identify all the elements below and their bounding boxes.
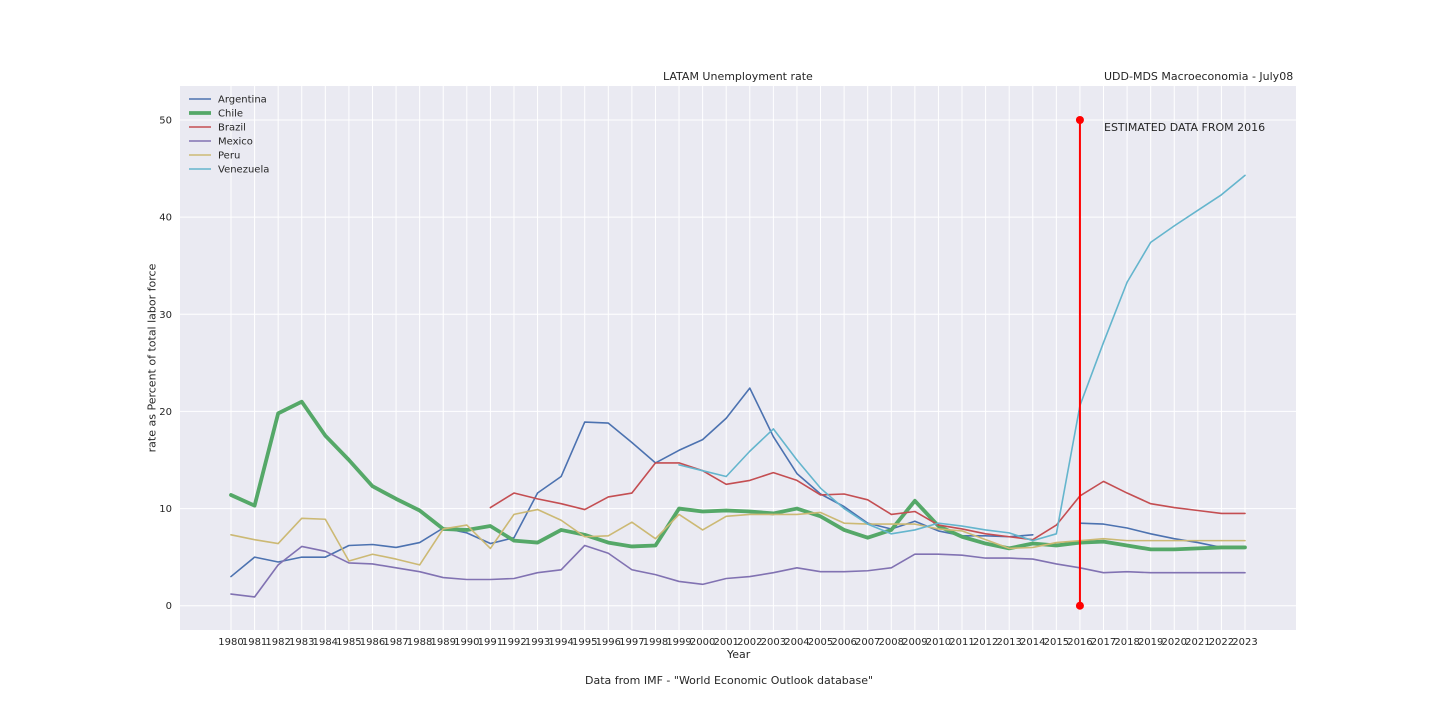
legend-label-brazil: Brazil bbox=[218, 123, 246, 134]
x-tick-label-1981: 1981 bbox=[242, 637, 267, 648]
x-tick-label-2008: 2008 bbox=[879, 637, 904, 648]
x-tick-label-1982: 1982 bbox=[265, 637, 290, 648]
x-tick-label-2006: 2006 bbox=[831, 637, 856, 648]
x-tick-label-2020: 2020 bbox=[1162, 637, 1187, 648]
series-line-chile bbox=[229, 399, 1247, 552]
x-tick-label-1997: 1997 bbox=[619, 637, 644, 648]
x-tick-label-1980: 1980 bbox=[218, 637, 243, 648]
legend: Argentina Chile Brazil Mexico Peru Venezuela bbox=[189, 95, 269, 176]
x-tick-label-2023: 2023 bbox=[1232, 637, 1257, 648]
x-tick-label-1993: 1993 bbox=[525, 637, 550, 648]
marker-top-point bbox=[1075, 116, 1084, 124]
series-line-brazil bbox=[489, 462, 1246, 541]
x-tick-label-1995: 1995 bbox=[572, 637, 597, 648]
x-tick-label-2001: 2001 bbox=[713, 637, 738, 648]
y-tick-label-30: 30 bbox=[159, 310, 172, 321]
chart-title: LATAM Unemployment rate bbox=[663, 70, 813, 83]
marker-bottom-point bbox=[1075, 601, 1084, 610]
x-tick-label-1986: 1986 bbox=[360, 637, 385, 648]
legend-label-argentina: Argentina bbox=[218, 95, 267, 106]
x-tick-label-2014: 2014 bbox=[1020, 637, 1045, 648]
x-tick-label-1991: 1991 bbox=[478, 637, 503, 648]
x-tick-label-2004: 2004 bbox=[784, 637, 809, 648]
x-tick-label-2007: 2007 bbox=[855, 637, 880, 648]
x-tick-label-2012: 2012 bbox=[973, 637, 998, 648]
y-tick-label-0: 0 bbox=[166, 601, 172, 612]
x-tick-label-2009: 2009 bbox=[902, 637, 927, 648]
estimated-data-annotation: ESTIMATED DATA FROM 2016 bbox=[1104, 121, 1266, 134]
series-lines bbox=[229, 174, 1247, 598]
x-tick-label-1990: 1990 bbox=[454, 637, 479, 648]
x-tick-label-2022: 2022 bbox=[1209, 637, 1234, 648]
y-tick-label-40: 40 bbox=[159, 213, 172, 224]
x-tick-label-1987: 1987 bbox=[383, 637, 408, 648]
x-tick-label-1985: 1985 bbox=[336, 637, 361, 648]
x-tick-label-2003: 2003 bbox=[761, 637, 786, 648]
y-tick-label-50: 50 bbox=[159, 116, 172, 127]
x-tick-label-2015: 2015 bbox=[1044, 637, 1069, 648]
x-tick-label-1992: 1992 bbox=[501, 637, 526, 648]
x-tick-label-2010: 2010 bbox=[926, 637, 951, 648]
x-tick-label-1996: 1996 bbox=[596, 637, 621, 648]
y-axis-ticks: 0 10 20 30 40 50 bbox=[159, 116, 172, 613]
legend-label-venezuela: Venezuela bbox=[218, 165, 269, 176]
x-tick-label-1988: 1988 bbox=[407, 637, 432, 648]
plot-area bbox=[180, 86, 1296, 630]
footer-source: Data from IMF - "World Economic Outlook … bbox=[585, 674, 874, 687]
y-axis-label: rate as Percent of total labor force bbox=[145, 263, 159, 453]
legend-label-peru: Peru bbox=[218, 151, 240, 162]
series-line-peru bbox=[230, 508, 1246, 566]
x-tick-label-2018: 2018 bbox=[1114, 637, 1139, 648]
x-tick-label-2019: 2019 bbox=[1138, 637, 1163, 648]
x-tick-label-1983: 1983 bbox=[289, 637, 314, 648]
x-tick-label-2017: 2017 bbox=[1091, 637, 1116, 648]
x-tick-label-2016: 2016 bbox=[1067, 637, 1092, 648]
x-tick-label-1998: 1998 bbox=[643, 637, 668, 648]
y-tick-label-10: 10 bbox=[159, 504, 172, 515]
x-tick-label-2021: 2021 bbox=[1185, 637, 1210, 648]
x-tick-label-2005: 2005 bbox=[808, 637, 833, 648]
x-tick-label-2013: 2013 bbox=[996, 637, 1021, 648]
legend-label-mexico: Mexico bbox=[218, 137, 253, 148]
chart-subtitle-right: UDD-MDS Macroeconomia - July08 bbox=[1104, 70, 1294, 83]
y-tick-label-20: 20 bbox=[159, 407, 172, 418]
estimated-data-marker bbox=[1075, 116, 1084, 610]
x-tick-label-1994: 1994 bbox=[548, 637, 573, 648]
x-axis-label: Year bbox=[727, 648, 751, 661]
x-tick-label-2002: 2002 bbox=[737, 637, 762, 648]
x-tick-label-2011: 2011 bbox=[949, 637, 974, 648]
x-axis-ticks: 1980198119821983198419851986198719881989… bbox=[218, 637, 1257, 648]
x-tick-label-1989: 1989 bbox=[431, 637, 456, 648]
x-tick-label-1984: 1984 bbox=[313, 637, 338, 648]
x-tick-label-2000: 2000 bbox=[690, 637, 715, 648]
legend-label-chile: Chile bbox=[218, 109, 243, 120]
x-tick-label-1999: 1999 bbox=[666, 637, 691, 648]
series-line-mexico bbox=[230, 544, 1246, 598]
series-line-venezuela bbox=[678, 174, 1246, 542]
